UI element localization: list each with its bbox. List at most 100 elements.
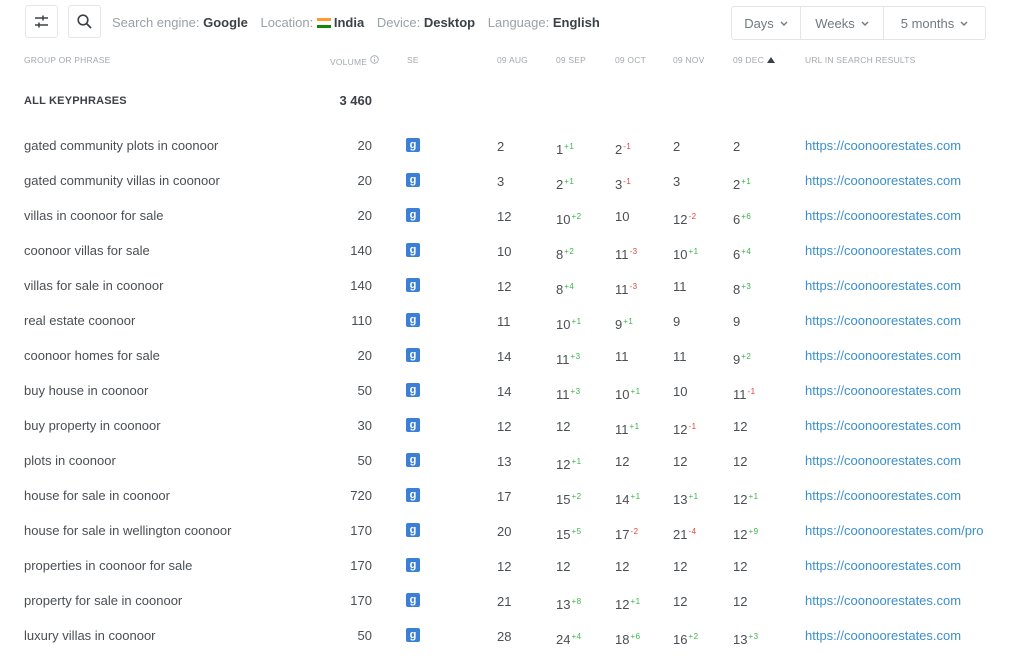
rank-rise-badge: +1 (688, 247, 699, 256)
months-dropdown[interactable]: 5 months (884, 6, 986, 40)
days-dropdown[interactable]: Days (731, 6, 801, 40)
table-row[interactable]: house for sale in wellington coonoor 170 g… (0, 523, 1024, 559)
result-url-link[interactable]: https://coonoorestates.com (805, 488, 962, 503)
header-date-sep[interactable]: 09 SEP (556, 55, 587, 65)
rank-value: 12 (615, 597, 630, 612)
rank-cell: 12 (673, 455, 687, 469)
rank-value: 8 (556, 282, 564, 297)
result-url-link[interactable]: https://coonoorestates.com (805, 628, 962, 643)
rank-rise-badge: +3 (570, 352, 581, 361)
rank-value: 11 (556, 352, 570, 367)
rank-value: 6 (733, 212, 741, 227)
result-url-link[interactable]: https://coonoorestates.com (805, 278, 962, 293)
rank-value: 2 (733, 139, 741, 154)
result-url-link[interactable]: https://coonoorestates.com (805, 208, 962, 223)
rank-cell: 11-3 (615, 280, 638, 297)
rank-cell: 11 (673, 280, 687, 294)
rank-rise-badge: +1 (741, 177, 752, 186)
table-row[interactable]: properties in coonoor for sale 170 g 12 12 12… (0, 558, 1024, 594)
header-se[interactable]: SE (407, 55, 419, 65)
rank-value: 9 (673, 314, 681, 329)
table-row[interactable]: property for sale in coonoor 170 g 21 13+8 12… (0, 593, 1024, 629)
table-row[interactable]: house for sale in coonoor 720 g 17 15+2 14+1 1… (0, 488, 1024, 524)
table-row[interactable]: villas in coonoor for sale 20 g 12 10+2 10 12-… (0, 208, 1024, 244)
search-engine-setting: Search engine: Google (112, 15, 248, 30)
rank-value: 6 (733, 247, 741, 262)
table-row[interactable]: plots in coonoor 50 g 13 12+1 12 12 12 https://c… (0, 453, 1024, 489)
result-url-link[interactable]: https://coonoorestates.com (805, 418, 962, 433)
table-row[interactable]: buy property in coonoor 30 g 12 12 11+1 12-1 12… (0, 418, 1024, 454)
rank-value: 11 (733, 387, 747, 402)
result-url-link[interactable]: https://coonoorestates.com (805, 558, 962, 573)
rank-cell: 11-1 (733, 385, 756, 402)
header-date-nov[interactable]: 09 NOV (673, 55, 705, 65)
table-row[interactable]: buy house in coonoor 50 g 14 11+3 10+1 10 11-1 h… (0, 383, 1024, 419)
rank-cell: 2+1 (733, 175, 751, 192)
filter-settings-button[interactable] (25, 5, 58, 38)
search-volume: 50 (357, 628, 372, 643)
rank-value: 13 (556, 597, 571, 612)
result-url-link[interactable]: https://coonoorestates.com (805, 173, 962, 188)
rank-rise-badge: +1 (630, 597, 641, 606)
rank-cell: 1+1 (556, 140, 574, 157)
rank-cell: 12 (733, 560, 747, 574)
rank-value: 1 (556, 142, 564, 157)
keyphrase: buy property in coonoor (24, 418, 161, 433)
rank-cell: 2 (673, 140, 680, 154)
rank-value: 14 (497, 384, 512, 399)
rank-rise-badge: +4 (571, 632, 582, 641)
rank-value: 16 (673, 632, 688, 647)
result-url-link[interactable]: https://coonoorestates.com (805, 453, 962, 468)
rank-rise-badge: +1 (564, 142, 575, 151)
header-date-aug[interactable]: 09 AUG (497, 55, 528, 65)
header-date-dec[interactable]: 09 DEC (733, 55, 775, 65)
result-url-link[interactable]: https://coonoorestates.com (805, 138, 962, 153)
rank-drop-badge: -3 (629, 282, 638, 291)
result-url-link[interactable]: https://coonoorestates.com (805, 593, 962, 608)
search-button[interactable] (68, 5, 101, 38)
rank-value: 14 (615, 492, 630, 507)
table-row[interactable]: villas for sale in coonoor 140 g 12 8+4 11-3 1… (0, 278, 1024, 314)
search-icon (77, 14, 92, 29)
result-url-link[interactable]: https://coonoorestates.com (805, 383, 962, 398)
rank-cell: 12 (556, 420, 570, 434)
result-url-link[interactable]: https://coonoorestates.com (805, 243, 962, 258)
header-volume[interactable]: VOLUME (330, 55, 379, 67)
rank-cell: 17 (497, 490, 511, 504)
sliders-icon (35, 15, 48, 28)
table-row[interactable]: luxury villas in coonoor 50 g 28 24+4 18+6 16+… (0, 628, 1024, 664)
table-row[interactable]: coonoor homes for sale 20 g 14 11+3 11 11 9+2 ht… (0, 348, 1024, 384)
all-keyphrases-label: ALL KEYPHRASES (24, 95, 127, 107)
rank-value: 12 (556, 457, 571, 472)
table-row[interactable]: gated community plots in coonoor 20 g 2 1+1 2… (0, 138, 1024, 174)
rank-cell: 2 (497, 140, 504, 154)
result-url-link[interactable]: https://coonoorestates.com (805, 313, 962, 328)
rank-cell: 3-1 (615, 175, 631, 192)
table-row[interactable]: coonoor villas for sale 140 g 10 8+2 11-3 10+1… (0, 243, 1024, 279)
keyphrase: villas for sale in coonoor (24, 278, 164, 293)
google-icon: g (406, 138, 420, 152)
keyphrase: house for sale in coonoor (24, 488, 170, 503)
header-phrase[interactable]: GROUP OR PHRASE (24, 55, 111, 65)
rank-rise-badge: +2 (571, 212, 582, 221)
rank-value: 12 (615, 559, 630, 574)
table-row[interactable]: gated community villas in coonoor 20 g 3 2+1… (0, 173, 1024, 209)
india-flag-icon (316, 18, 331, 28)
header-date-oct[interactable]: 09 OCT (615, 55, 646, 65)
rank-value: 12 (733, 527, 748, 542)
rank-cell: 28 (497, 630, 511, 644)
header-url[interactable]: URL IN SEARCH RESULTS (805, 55, 916, 65)
rank-cell: 10+1 (673, 245, 699, 262)
info-icon[interactable] (369, 55, 379, 64)
rank-cell: 12 (497, 560, 511, 574)
rank-cell: 2+1 (556, 175, 574, 192)
google-icon: g (406, 593, 420, 607)
keyphrase: gated community plots in coonoor (24, 138, 219, 153)
table-row[interactable]: real estate coonoor 110 g 11 10+1 9+1 9 9 https:… (0, 313, 1024, 349)
rank-value: 11 (556, 387, 570, 402)
rank-cell: 9+1 (615, 315, 633, 332)
result-url-link[interactable]: https://coonoorestates.com/pro (805, 523, 984, 538)
rank-cell: 14+1 (615, 490, 641, 507)
result-url-link[interactable]: https://coonoorestates.com (805, 348, 962, 363)
weeks-dropdown[interactable]: Weeks (801, 6, 884, 40)
